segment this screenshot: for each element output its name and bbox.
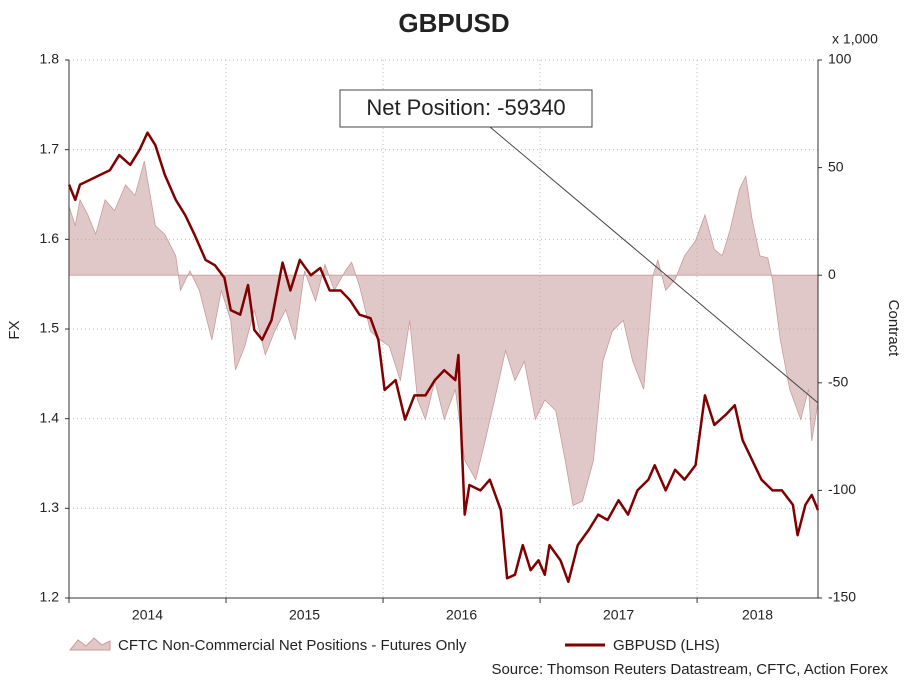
y-tick-label: 1.3 [40,499,60,515]
y-tick-label: 1.4 [40,409,60,425]
y2-tick-label: 100 [828,51,852,67]
annotation: Net Position: -59340 [366,95,565,120]
y-tick-label: 1.6 [40,230,60,246]
legend-label: CFTC Non-Commercial Net Positions - Futu… [118,637,467,654]
legend-swatch [68,637,111,651]
y2-axis-label: Contract [885,300,902,358]
annotation-pointer [489,126,819,404]
x-tick-label: 2016 [446,607,477,623]
annotation-box [339,89,593,128]
y2-tick-label: -50 [828,374,848,390]
legend-label: GBPUSD (LHS) [613,637,720,654]
chart-title: GBPUSD [398,8,509,38]
y2-tick-label: 0 [828,266,836,282]
y2-unit: x 1,000 [832,31,878,47]
x-tick-label: 2015 [289,607,320,623]
y-axis-label: FX [6,320,23,339]
area [68,161,819,507]
y2-tick-label: 50 [828,158,844,174]
y-tick-label: 1.7 [40,140,60,156]
x-tick-label: 2017 [603,607,634,623]
x-tick-label: 2014 [132,607,163,623]
y2-tick-label: -100 [828,481,856,497]
y-tick-label: 1.5 [40,320,60,336]
y2-tick-label: -150 [828,589,856,605]
x-tick-label: 2018 [742,607,773,623]
source: Source: Thomson Reuters Datastream, CFTC… [491,661,888,678]
y-tick-label: 1.8 [40,51,60,67]
y-tick-label: 1.2 [40,589,60,605]
line [67,131,820,584]
